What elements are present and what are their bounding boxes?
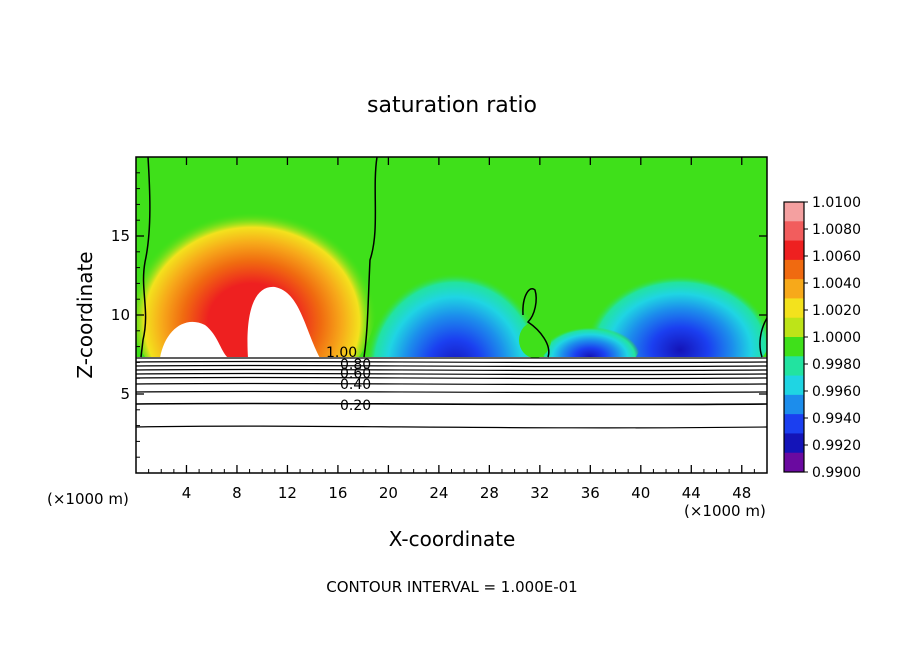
y-axis-label: Z-coordinate <box>73 251 97 378</box>
contour-line-3 <box>522 288 550 358</box>
contour-line-4 <box>759 317 767 358</box>
contour-label: 0.20 <box>340 398 371 414</box>
colorbar-swatch <box>784 375 804 396</box>
x-tick-label: 48 <box>732 484 751 502</box>
x-tick-label: 4 <box>182 484 192 502</box>
colorbar-label: 0.9980 <box>812 357 861 373</box>
x-tick-label: 16 <box>328 484 347 502</box>
contour-label: 1.00 <box>326 345 357 361</box>
colorbar-label: 1.0000 <box>812 330 861 346</box>
colorbar: 1.0100 1.0080 1.0060 1.0040 1.0020 1.0000 0.99… <box>783 195 861 481</box>
x-axis-unit-right: (×1000 m) <box>684 502 766 520</box>
colorbar-swatch <box>784 414 804 434</box>
colorbar-label: 1.0020 <box>812 303 861 319</box>
x-tick-label: 32 <box>530 484 549 502</box>
colorbar-swatch <box>784 298 804 319</box>
x-tick-label: 20 <box>379 484 398 502</box>
colorbar-label: 1.0080 <box>812 222 861 238</box>
x-tick-label: 36 <box>581 484 600 502</box>
contour-label: 0.60 <box>340 366 371 382</box>
colorbar-swatch <box>784 221 804 242</box>
lower-contours <box>136 357 767 429</box>
colorbar-swatch <box>784 279 804 299</box>
colorbar-swatch <box>784 433 804 454</box>
contour-label: 0.40 <box>340 377 371 393</box>
colorbar-swatch <box>784 356 804 377</box>
x-tick-label: 24 <box>429 484 448 502</box>
contour-label: 0.80 <box>340 357 371 373</box>
colorbar-label: 1.0040 <box>812 276 861 292</box>
x-axis-unit-left: (×1000 m) <box>47 490 129 508</box>
colorbar-swatch <box>784 337 804 357</box>
y-tick-label: 5 <box>120 385 130 403</box>
clear-region-1 <box>160 321 228 358</box>
y-axis-ticks: 5 10 15 <box>111 172 767 458</box>
colorbar-swatch <box>784 452 804 473</box>
colorbar-swatch <box>784 317 804 338</box>
colorbar-swatch <box>784 394 804 415</box>
x-axis-ticks: 4 8 12 16 20 24 28 32 36 40 44 48 <box>148 157 755 502</box>
x-tick-label: 12 <box>278 484 297 502</box>
colorbar-label: 1.0100 <box>812 195 861 211</box>
x-tick-label: 28 <box>480 484 499 502</box>
x-tick-label: 40 <box>631 484 650 502</box>
lower-domain <box>136 357 767 473</box>
chart-title: saturation ratio <box>367 93 537 118</box>
contour-labels: 1.00 0.80 0.60 0.40 0.20 <box>326 345 371 414</box>
y-tick-label: 15 <box>111 227 130 245</box>
heatmap-field <box>136 157 767 473</box>
colorbar-label: 0.9920 <box>812 438 861 454</box>
colorbar-label: 1.0060 <box>812 249 861 265</box>
contour-line-1 <box>140 157 151 358</box>
colorbar-label: 0.9940 <box>812 411 861 427</box>
contour-interval-note: CONTOUR INTERVAL = 1.000E-01 <box>326 578 577 596</box>
colorbar-label: 0.9900 <box>812 465 861 481</box>
colorbar-swatch <box>784 240 804 261</box>
colorbar-swatch <box>784 202 804 222</box>
x-axis-label: X-coordinate <box>389 527 516 551</box>
green-enclosure <box>519 322 551 358</box>
x-tick-label: 8 <box>232 484 242 502</box>
y-tick-label: 10 <box>111 306 130 324</box>
x-tick-label: 44 <box>682 484 701 502</box>
contour-line-2 <box>363 157 378 358</box>
clear-region-2 <box>247 286 320 358</box>
colorbar-label: 0.9960 <box>812 384 861 400</box>
colorbar-swatch <box>784 259 804 280</box>
